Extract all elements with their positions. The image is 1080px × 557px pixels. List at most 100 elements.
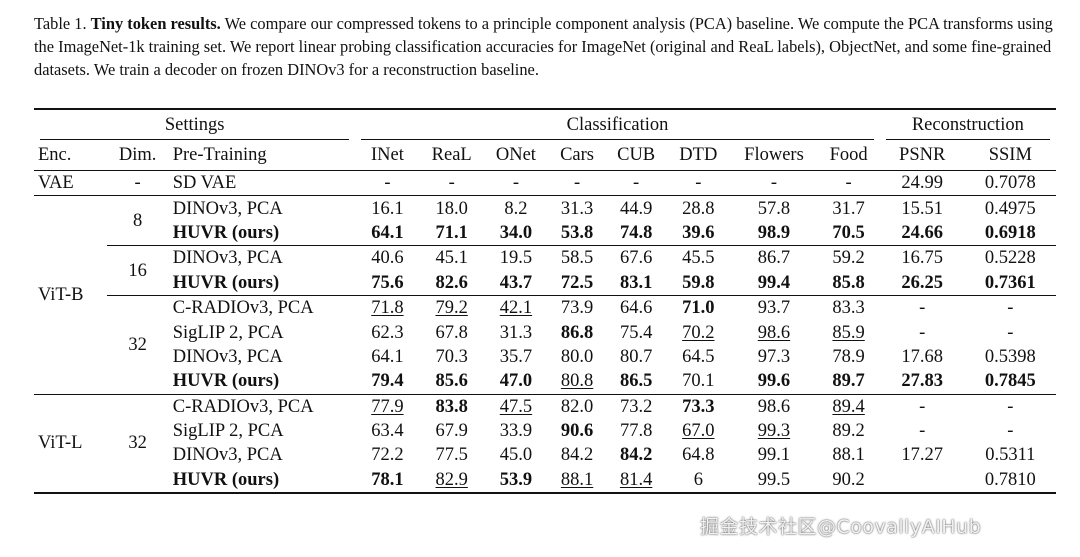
cell-ssim: - bbox=[1007, 322, 1014, 343]
cell-onet: 45.0 bbox=[499, 445, 533, 466]
cell-cars: 90.6 bbox=[560, 421, 594, 442]
cell-ssim: 0.5311 bbox=[985, 445, 1036, 466]
cell-dim: 32 bbox=[106, 294, 169, 395]
cell-cub: 73.2 bbox=[619, 396, 653, 417]
cell-ssim: 0.7078 bbox=[984, 173, 1036, 194]
cell-inet: 64.1 bbox=[371, 222, 404, 243]
cell-cars: 82.0 bbox=[560, 396, 594, 417]
cell-flowers: 86.7 bbox=[730, 245, 818, 271]
cell-flowers: 98.6 bbox=[757, 396, 791, 417]
cell-pretraining: HUVR (ours) bbox=[172, 371, 280, 392]
cell-real: 82.9 bbox=[419, 467, 484, 495]
caption-label: Table 1. bbox=[34, 14, 87, 33]
cell-psnr: 16.75 bbox=[879, 245, 965, 271]
cell-dtd: 59.8 bbox=[682, 272, 715, 293]
cell-cub: 64.6 bbox=[606, 294, 667, 321]
cell-food: 78.9 bbox=[832, 346, 865, 367]
cell-inet: 75.6 bbox=[371, 272, 404, 293]
cell-psnr: 26.25 bbox=[901, 272, 943, 293]
col-enc: Enc. bbox=[38, 145, 72, 165]
cell-psnr: 27.83 bbox=[901, 371, 943, 392]
cell-onet: 33.9 bbox=[499, 421, 533, 442]
cell-ssim: - bbox=[964, 294, 1056, 321]
cell-onet: 47.5 bbox=[499, 396, 533, 417]
col-real: ReaL bbox=[431, 145, 472, 165]
col-inet: INet bbox=[370, 145, 404, 165]
cell-dtd: 71.0 bbox=[666, 294, 731, 321]
cell-cub: 74.8 bbox=[619, 222, 653, 243]
cell-onet: 43.7 bbox=[499, 272, 533, 293]
cell-cub: - bbox=[633, 173, 640, 194]
cell-food: 70.5 bbox=[832, 222, 865, 243]
cell-ssim: 0.5398 bbox=[984, 346, 1036, 367]
cell-dtd: 64.8 bbox=[682, 445, 715, 466]
cell-dim: 32 bbox=[106, 393, 169, 495]
cell-food: 83.3 bbox=[817, 294, 880, 321]
results-table: Settings Classification Reconstruction E… bbox=[34, 108, 1056, 495]
cell-onet: 8.2 bbox=[504, 198, 528, 219]
cell-real: 67.9 bbox=[435, 421, 468, 442]
cell-real: 79.2 bbox=[419, 294, 484, 321]
cell-enc: ViT-L bbox=[34, 394, 107, 495]
cell-pretraining: SD VAE bbox=[172, 173, 237, 194]
cell-psnr bbox=[879, 467, 965, 495]
cell-pretraining: SigLIP 2, PCA bbox=[172, 322, 284, 343]
cell-food: 89.4 bbox=[832, 396, 865, 417]
cell-inet: 77.9 bbox=[371, 396, 404, 417]
group-classification: Classification bbox=[355, 109, 879, 140]
cell-cars: 73.9 bbox=[548, 294, 607, 321]
cell-flowers: 98.6 bbox=[757, 322, 791, 343]
cell-food: 85.9 bbox=[832, 322, 865, 343]
col-psnr: PSNR bbox=[899, 145, 946, 165]
cell-food: 90.2 bbox=[817, 467, 880, 495]
table-row: 32 C-RADIOv3, PCA 71.8 79.2 42.1 73.9 64.6 71.0… bbox=[34, 294, 1056, 395]
cell-ssim: 0.5228 bbox=[964, 245, 1056, 271]
table-caption: Table 1. Tiny token results. We compare … bbox=[34, 12, 1054, 81]
cell-pretraining: C-RADIOv3, PCA bbox=[172, 396, 314, 417]
cell-cars: 88.1 bbox=[548, 467, 607, 495]
cell-inet: 62.3 bbox=[371, 322, 404, 343]
cell-real: 18.0 bbox=[435, 198, 468, 219]
cell-dim: 8 bbox=[106, 195, 169, 246]
cell-pretraining: DINOv3, PCA bbox=[168, 245, 356, 271]
table-row: 16 DINOv3, PCA 40.6 45.1 19.5 58.5 67.6 45.5 86.… bbox=[34, 245, 1056, 296]
cell-enc: ViT-B bbox=[38, 284, 84, 305]
cell-food: 89.2 bbox=[832, 421, 865, 442]
cell-flowers: 99.1 bbox=[757, 445, 791, 466]
cell-dtd: 70.2 bbox=[682, 322, 715, 343]
cell-flowers: 93.7 bbox=[730, 294, 818, 321]
table-row: DINOv3, PCA 64.1 70.3 35.7 80.0 80.7 64.5 97.3 7… bbox=[34, 345, 1056, 369]
cell-dtd: 6 bbox=[666, 467, 731, 495]
table-row: HUVR (ours) 78.1 82.9 53.9 88.1 81.4 6 99.5 90.2… bbox=[34, 467, 1056, 495]
cell-real: 83.8 bbox=[435, 396, 468, 417]
cell-cars: 53.8 bbox=[560, 222, 594, 243]
cell-psnr: 17.27 bbox=[901, 445, 943, 466]
cell-cars: 31.3 bbox=[560, 198, 594, 219]
cell-onet: 31.3 bbox=[499, 322, 533, 343]
cell-dtd: 70.1 bbox=[682, 371, 715, 392]
cell-dtd: - bbox=[695, 173, 702, 194]
table-row: ViT-L 32 C-RADIOv3, PCA 77.9 83.8 47.5 82.0 73.… bbox=[34, 393, 1056, 495]
cell-pretraining: SigLIP 2, PCA bbox=[172, 421, 284, 442]
cell-ssim: 0.7845 bbox=[984, 371, 1036, 392]
cell-pretraining: DINOv3, PCA bbox=[172, 445, 283, 466]
table-row: SigLIP 2, PCA 62.3 67.8 31.3 86.8 75.4 70.2 98.… bbox=[34, 320, 1056, 344]
cell-dtd: 45.5 bbox=[666, 245, 731, 271]
table-body: VAE - SD VAE - - - - - - - -24.99 0.7078 ViT-B 8 DINOv… bbox=[34, 170, 1056, 495]
cell-flowers: - bbox=[770, 173, 778, 194]
cell-food: 31.7 bbox=[832, 198, 865, 219]
cell-dim: - bbox=[134, 173, 141, 194]
cell-dim: 16 bbox=[106, 245, 169, 296]
cell-cars: 84.2 bbox=[560, 445, 594, 466]
cell-cars: - bbox=[573, 173, 581, 194]
col-cub: CUB bbox=[617, 145, 656, 165]
cell-onet: 53.9 bbox=[483, 467, 549, 495]
cell-psnr: 24.99 bbox=[901, 173, 943, 194]
cell-pretraining: DINOv3, PCA bbox=[172, 198, 283, 219]
cell-onet: 47.0 bbox=[499, 371, 533, 392]
cell-psnr: 24.66 bbox=[901, 222, 943, 243]
cell-inet: 64.1 bbox=[371, 346, 404, 367]
cell-cars: 58.5 bbox=[548, 245, 607, 271]
col-flowers: Flowers bbox=[744, 145, 804, 165]
cell-onet: 34.0 bbox=[499, 222, 533, 243]
